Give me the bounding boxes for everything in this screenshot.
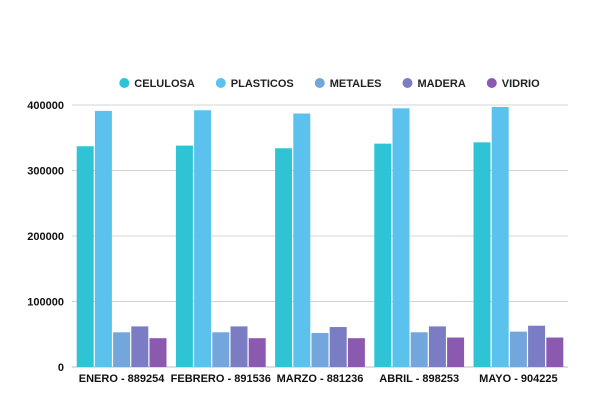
legend-label-plasticos: PLASTICOS	[231, 78, 294, 90]
x-tick-label: MAYO - 904225	[479, 373, 557, 385]
bar-celulosa	[374, 143, 392, 367]
bar-madera	[428, 326, 446, 367]
legend-label-vidrio: VIDRIO	[502, 78, 540, 90]
legend: CELULOSA PLASTICOS METALES MADERA VIDRIO	[119, 78, 540, 90]
bar-metales	[509, 331, 527, 367]
bar-celulosa	[275, 148, 293, 367]
bar-madera	[131, 326, 149, 367]
bars	[76, 106, 564, 368]
y-tick-label: 200000	[27, 231, 64, 243]
x-tick-label: MARZO - 881236	[277, 373, 364, 385]
bar-metales	[212, 332, 230, 367]
bar-vidrio	[546, 337, 564, 367]
x-tick-label: FEBRERO - 891536	[171, 373, 271, 385]
legend-marker-plasticos	[215, 78, 226, 88]
x-axis: ENERO - 889254 FEBRERO - 891536 MARZO - 88…	[79, 373, 558, 385]
bar-madera	[329, 327, 347, 367]
y-tick-label: 100000	[27, 297, 64, 309]
bar-celulosa	[473, 142, 491, 367]
bar-plasticos	[293, 113, 311, 367]
legend-marker-madera	[402, 78, 413, 88]
legend-label-madera: MADERA	[418, 78, 466, 90]
y-tick-label: 0	[58, 362, 64, 374]
x-tick-label: ABRIL - 898253	[379, 373, 459, 385]
bar-plasticos	[194, 110, 212, 368]
bar-metales	[311, 332, 329, 367]
bar-vidrio	[447, 337, 465, 367]
legend-marker-celulosa	[119, 78, 130, 88]
bar-metales	[113, 332, 131, 367]
bar-madera	[230, 326, 248, 367]
y-tick-label: 400000	[27, 100, 64, 112]
legend-marker-vidrio	[486, 78, 497, 88]
bar-plasticos	[94, 110, 112, 368]
legend-label-metales: METALES	[330, 78, 382, 90]
bar-madera	[528, 325, 546, 367]
x-tick-label: ENERO - 889254	[79, 373, 165, 385]
bar-celulosa	[175, 145, 193, 367]
y-tick-label: 300000	[27, 166, 64, 178]
bar-vidrio	[149, 338, 167, 367]
y-axis: 0 100000 200000 300000 400000	[27, 100, 64, 374]
bar-vidrio	[347, 338, 365, 367]
bar-plasticos	[491, 106, 509, 367]
bar-vidrio	[248, 338, 266, 367]
legend-marker-metales	[314, 78, 325, 88]
legend-label-celulosa: CELULOSA	[134, 78, 195, 90]
bar-plasticos	[392, 108, 410, 368]
bar-celulosa	[76, 146, 94, 367]
bar-metales	[410, 332, 428, 367]
